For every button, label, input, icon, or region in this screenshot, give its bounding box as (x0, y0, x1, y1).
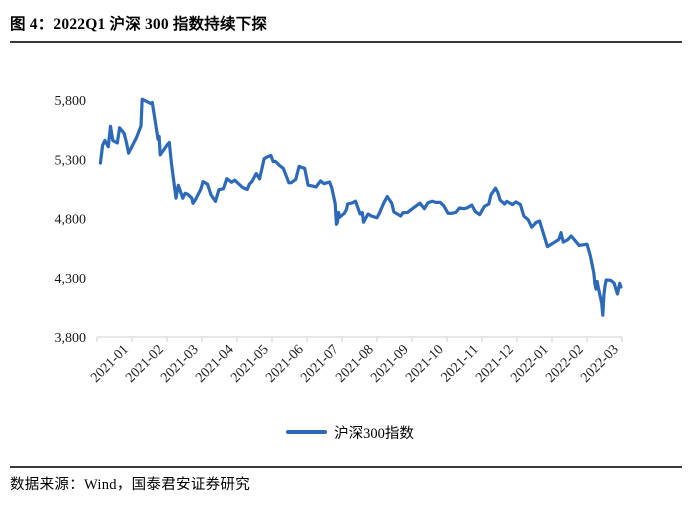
chart-svg: 3,8004,3004,8005,3005,8002021-012021-022… (55, 94, 623, 386)
chart-legend: 沪深300指数 (0, 421, 700, 443)
svg-text:2021-05: 2021-05 (228, 342, 272, 386)
source-text: 数据来源：Wind，国泰君安证券研究 (10, 477, 251, 493)
svg-text:2021-06: 2021-06 (263, 342, 307, 386)
svg-text:2022-03: 2022-03 (578, 342, 622, 386)
svg-text:2021-02: 2021-02 (123, 342, 167, 386)
figure-title: 图 4：2022Q1 沪深 300 指数持续下探 (10, 16, 268, 33)
svg-text:4,800: 4,800 (55, 213, 87, 228)
title-rule (10, 41, 682, 43)
source-rule (10, 466, 682, 468)
svg-text:2021-11: 2021-11 (439, 342, 482, 385)
svg-text:2021-08: 2021-08 (333, 342, 377, 386)
svg-text:5,800: 5,800 (55, 94, 87, 109)
svg-text:2021-10: 2021-10 (403, 342, 447, 386)
svg-text:2021-04: 2021-04 (193, 342, 237, 386)
svg-text:2021-03: 2021-03 (158, 342, 202, 386)
legend-label: 沪深300指数 (334, 425, 414, 442)
svg-text:2021-12: 2021-12 (473, 342, 517, 386)
svg-text:3,800: 3,800 (55, 331, 87, 346)
svg-text:2021-09: 2021-09 (368, 342, 412, 386)
svg-text:2022-02: 2022-02 (543, 342, 587, 386)
svg-text:2022-01: 2022-01 (508, 342, 552, 386)
svg-text:2021-07: 2021-07 (298, 342, 342, 386)
svg-text:5,300: 5,300 (55, 153, 87, 168)
legend-line-swatch (286, 430, 328, 434)
svg-text:4,300: 4,300 (55, 272, 87, 287)
svg-text:2021-01: 2021-01 (88, 342, 132, 386)
